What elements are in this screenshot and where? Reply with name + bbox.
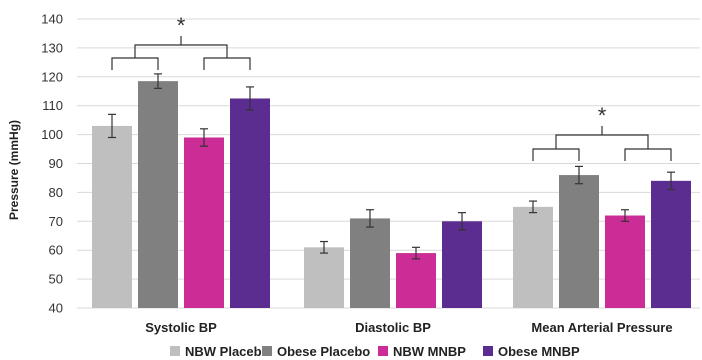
significance-star: * (598, 103, 607, 128)
bar (184, 137, 224, 308)
bar (513, 206, 553, 308)
bracket-left (111, 57, 159, 70)
y-axis-label: Pressure (mmHg) (7, 120, 21, 220)
bracket-right (203, 57, 251, 70)
legend: NBW Placebo Obese Placebo NBW MNBP Obese MN… (170, 344, 580, 359)
error-bars (108, 73, 675, 260)
bracket-left (532, 148, 580, 161)
y-tick-label: 60 (49, 243, 63, 258)
category-label: Systolic BP (145, 320, 217, 335)
y-tick-label: 140 (41, 12, 63, 27)
category-label: Mean Arterial Pressure (531, 320, 672, 335)
bar (230, 98, 270, 308)
bar (350, 218, 390, 308)
bar (651, 180, 691, 308)
bar (442, 221, 482, 308)
bar (605, 215, 645, 308)
significance-star: * (177, 13, 186, 38)
legend-swatch (262, 346, 272, 356)
y-tick-label: 40 (49, 301, 63, 316)
bar (396, 253, 436, 308)
bar (559, 175, 599, 308)
y-tick-label: 90 (49, 156, 63, 171)
bars (92, 81, 691, 309)
legend-swatch (483, 346, 493, 356)
y-tick-label: 130 (41, 40, 63, 55)
y-tick-label: 80 (49, 185, 63, 200)
bar (138, 81, 178, 308)
category-label: Diastolic BP (355, 320, 431, 335)
legend-label: NBW Placebo (185, 344, 270, 359)
y-tick-label: 120 (41, 69, 63, 84)
y-tick-label: 50 (49, 272, 63, 287)
y-tick-label: 70 (49, 214, 63, 229)
bar (304, 247, 344, 308)
y-axis-ticks: 40 50 60 70 80 90 100 110 120 130 140 (41, 12, 63, 316)
legend-label: Obese MNBP (498, 344, 580, 359)
legend-swatch (170, 346, 180, 356)
y-tick-label: 100 (41, 127, 63, 142)
x-axis-categories: Systolic BP Diastolic BP Mean Arterial Pre… (145, 320, 672, 335)
legend-label: NBW MNBP (393, 344, 466, 359)
legend-swatch (378, 346, 388, 356)
bracket-top (555, 134, 649, 149)
bracket-top (134, 44, 228, 58)
legend-label: Obese Placebo (277, 344, 370, 359)
y-tick-label: 110 (42, 98, 63, 113)
grid-lines (77, 18, 700, 309)
significance-brackets: ** (111, 13, 672, 161)
bar (92, 125, 132, 309)
bracket-right (624, 148, 672, 161)
